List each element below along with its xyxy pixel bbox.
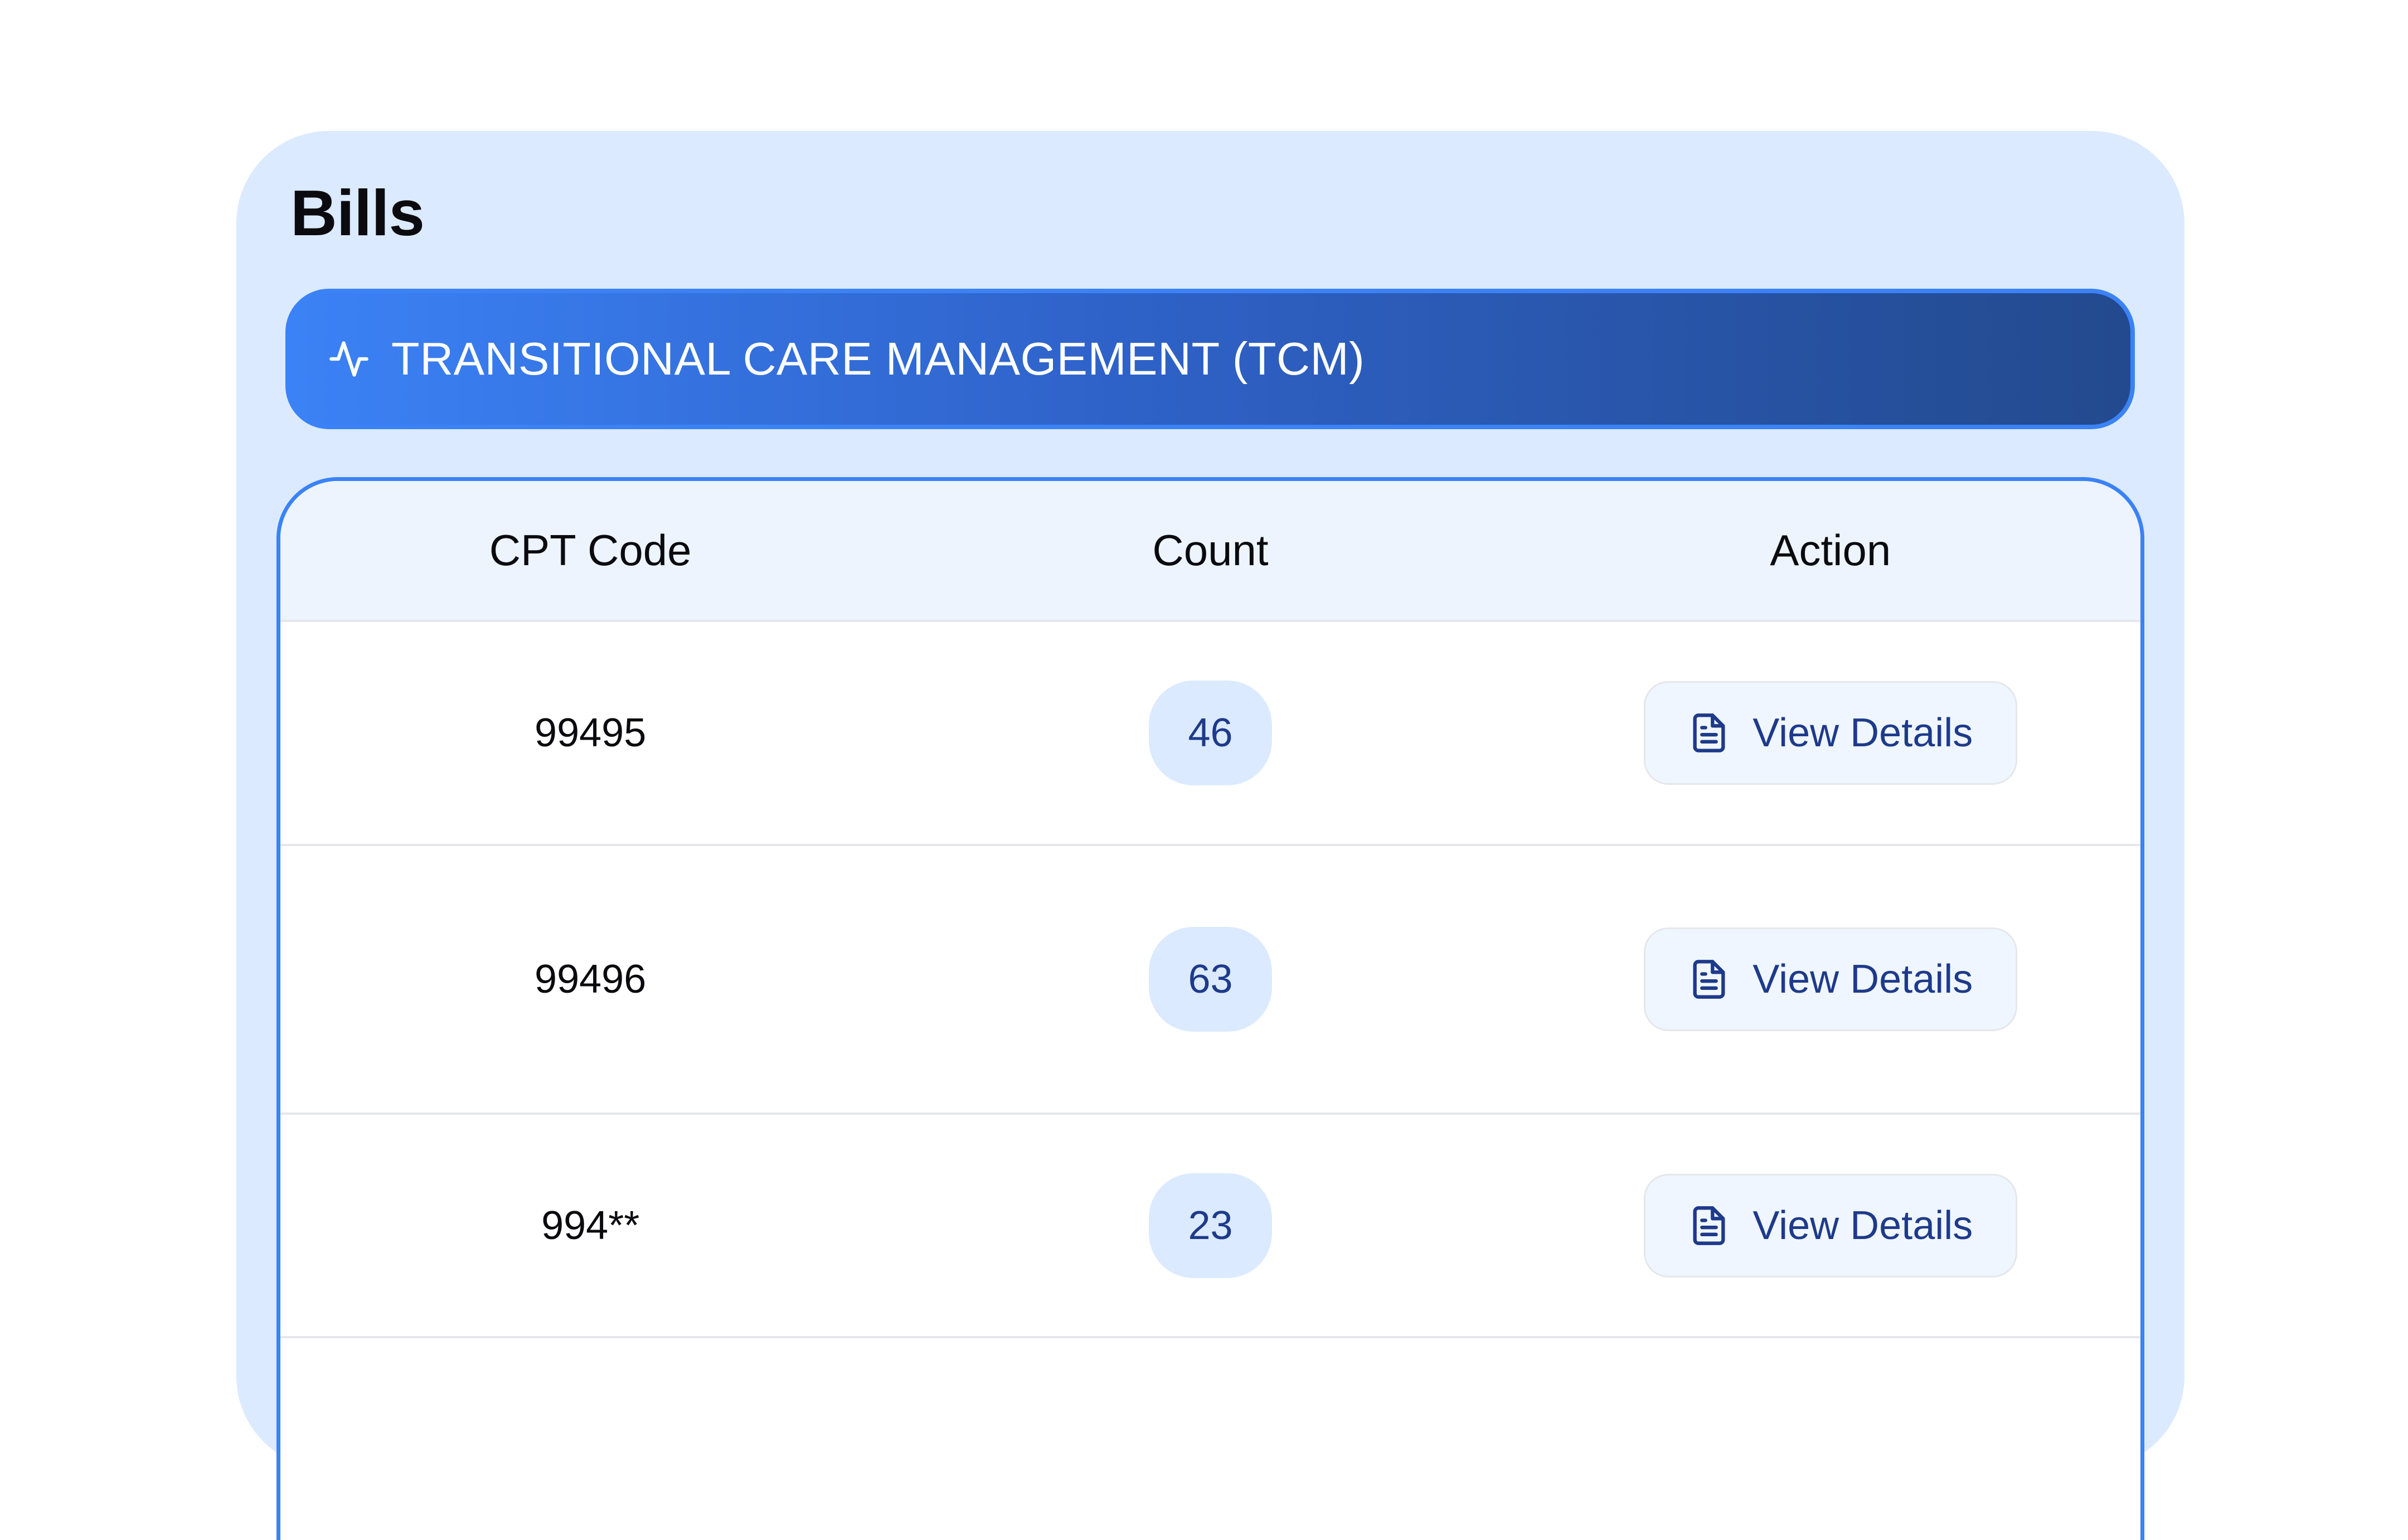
header-count: Count xyxy=(1152,526,1269,575)
table-row: 99495 46 View Details xyxy=(280,622,2140,846)
table-header: CPT Code Count Action xyxy=(280,481,2140,622)
bills-card: Bills TRANSITIONAL CARE MANAGEMENT (TCM)… xyxy=(236,131,2184,1540)
view-details-button[interactable]: View Details xyxy=(1643,1173,2017,1277)
cpt-code: 99495 xyxy=(535,711,647,755)
cpt-code: 99496 xyxy=(535,957,647,1002)
cpt-table: CPT Code Count Action 99495 46 View Deta… xyxy=(276,477,2144,1540)
view-details-label: View Details xyxy=(1752,711,1973,755)
count-badge: 23 xyxy=(1148,1173,1272,1278)
header-cpt-code: CPT Code xyxy=(489,526,692,575)
count-badge: 46 xyxy=(1148,681,1272,785)
view-details-label: View Details xyxy=(1752,957,1973,1002)
view-details-button[interactable]: View Details xyxy=(1643,681,2017,785)
file-text-icon xyxy=(1693,1206,1725,1245)
view-details-label: View Details xyxy=(1752,1203,1973,1248)
count-badge: 63 xyxy=(1148,927,1272,1032)
cpt-code: 994** xyxy=(541,1203,640,1248)
view-details-button[interactable]: View Details xyxy=(1643,927,2017,1031)
section-banner-tcm: TRANSITIONAL CARE MANAGEMENT (TCM) xyxy=(285,289,2135,429)
header-action: Action xyxy=(1770,526,1891,575)
table-row: 99496 63 View Details xyxy=(280,846,2140,1115)
file-text-icon xyxy=(1693,713,1725,752)
file-text-icon xyxy=(1693,960,1725,999)
page-title: Bills xyxy=(290,177,425,249)
activity-icon xyxy=(329,341,368,377)
section-title: TRANSITIONAL CARE MANAGEMENT (TCM) xyxy=(391,333,1365,385)
table-row: 994** 23 View Details xyxy=(280,1115,2140,1338)
